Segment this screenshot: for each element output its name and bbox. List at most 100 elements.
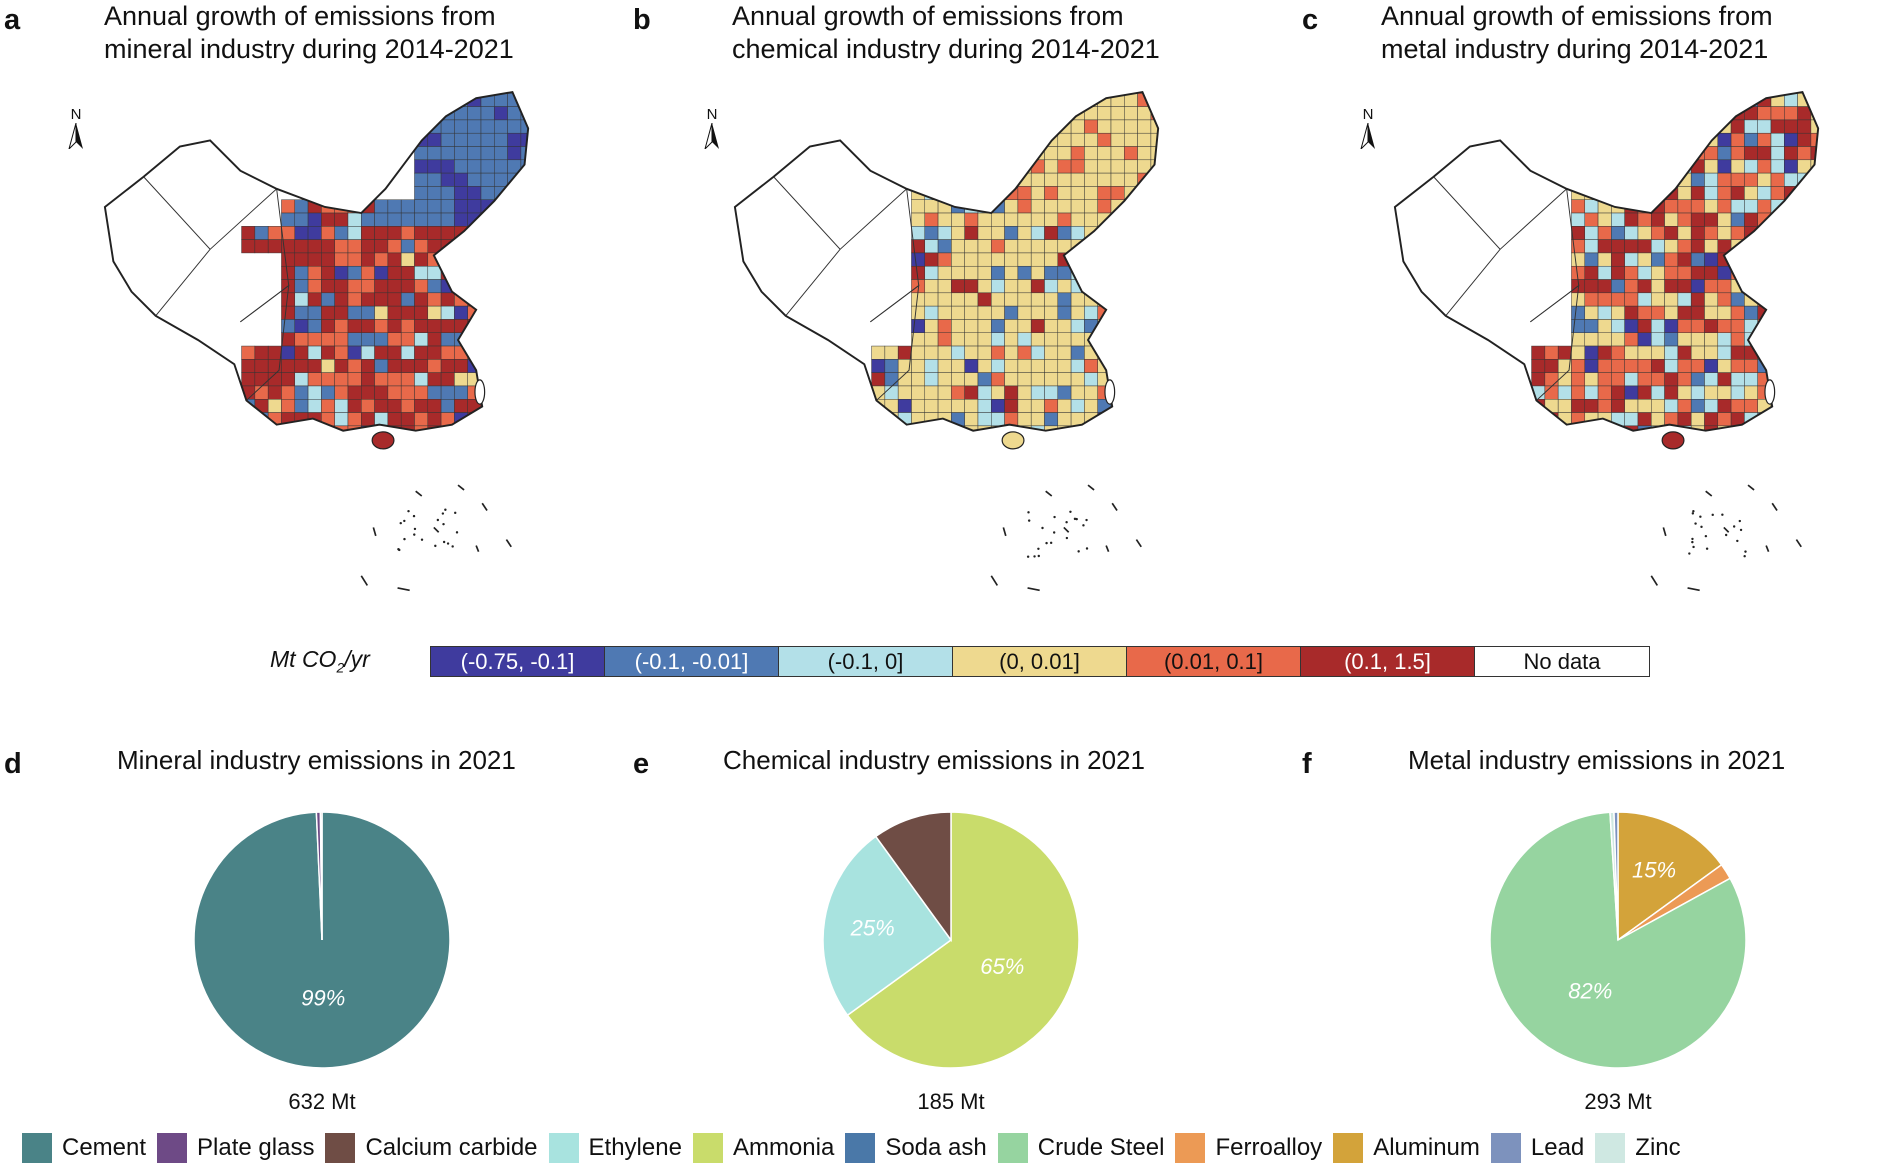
map-region xyxy=(294,319,309,333)
map-region xyxy=(1651,265,1665,280)
map-region xyxy=(480,172,495,187)
map-region xyxy=(951,252,965,267)
map-region xyxy=(1784,359,1798,373)
map-region xyxy=(454,159,468,174)
map-region xyxy=(1824,213,1837,226)
map-region xyxy=(1744,359,1758,373)
map-region xyxy=(480,359,495,373)
map-region xyxy=(347,345,362,360)
map-region xyxy=(440,186,455,200)
map-region xyxy=(1690,292,1705,307)
map-region xyxy=(991,345,1005,360)
map-region xyxy=(1824,266,1837,279)
map-region xyxy=(441,439,454,452)
map-region xyxy=(1137,332,1152,347)
map-region xyxy=(1164,399,1177,412)
map-region xyxy=(951,372,965,387)
map-region xyxy=(1057,399,1072,413)
map-region xyxy=(1784,159,1798,174)
map-region xyxy=(440,305,455,320)
map-region xyxy=(1044,159,1059,174)
map-region xyxy=(951,119,965,134)
map-region xyxy=(1810,265,1819,280)
map-region xyxy=(1097,92,1112,94)
map-region xyxy=(1597,332,1612,347)
map-region xyxy=(1717,372,1732,387)
map-region xyxy=(1744,399,1758,413)
unit-tail: /yr xyxy=(344,646,370,672)
panel-letter: b xyxy=(633,4,651,36)
island-dot xyxy=(442,522,445,526)
map-region xyxy=(911,399,926,413)
map-region xyxy=(1690,412,1705,427)
legend-swatch xyxy=(325,1133,356,1163)
nine-dash-line xyxy=(1795,539,1802,548)
map-region xyxy=(1004,172,1019,187)
map-region xyxy=(1651,93,1665,107)
map-region xyxy=(1097,345,1112,360)
map-region xyxy=(1597,305,1612,320)
map-region xyxy=(1717,199,1732,214)
map-region xyxy=(427,292,442,307)
map-region xyxy=(1004,319,1019,333)
map-region xyxy=(1597,172,1612,187)
map-region xyxy=(964,265,979,280)
map-region xyxy=(991,146,1005,161)
map-region xyxy=(1717,359,1732,373)
map-region xyxy=(1651,345,1665,360)
map-region xyxy=(334,292,349,307)
map-region xyxy=(400,332,415,347)
map-region xyxy=(1637,345,1652,360)
map-region xyxy=(1717,186,1732,200)
map-region xyxy=(1017,385,1032,400)
map-region xyxy=(1044,292,1059,307)
map-region xyxy=(1017,292,1032,307)
map-region xyxy=(1084,119,1098,134)
map-region xyxy=(1164,359,1177,372)
map-region xyxy=(1637,119,1652,134)
map-region xyxy=(1677,252,1692,267)
map-region xyxy=(1004,265,1019,280)
map-region xyxy=(507,172,522,187)
map-region xyxy=(1151,439,1164,452)
map-region xyxy=(321,239,335,254)
map-region xyxy=(1137,412,1152,427)
map-region xyxy=(281,425,296,431)
map-region xyxy=(347,226,362,240)
island-dot xyxy=(1736,539,1739,543)
map-region xyxy=(1784,92,1798,94)
map-region xyxy=(1584,146,1599,161)
map-region xyxy=(1664,106,1679,121)
map-region xyxy=(964,305,979,320)
map-region xyxy=(414,106,429,121)
map-region xyxy=(937,106,952,121)
nine-dash-line xyxy=(360,575,369,586)
map-region xyxy=(884,385,899,400)
map-region xyxy=(884,345,899,360)
map-region xyxy=(1057,332,1072,347)
map-region xyxy=(440,159,455,174)
map-region xyxy=(1664,279,1679,294)
map-region xyxy=(1004,159,1019,174)
map-region xyxy=(374,319,389,333)
map-region xyxy=(924,319,939,333)
map-region xyxy=(1004,345,1019,360)
legend-unit: Mt CO2/yr xyxy=(270,646,370,676)
map-region xyxy=(1784,345,1798,360)
map-region xyxy=(964,226,979,240)
map-region xyxy=(334,265,349,280)
map-region xyxy=(1744,305,1758,320)
map-region xyxy=(387,399,402,413)
map-region xyxy=(534,399,547,412)
map-region xyxy=(937,292,952,307)
map-region xyxy=(1044,359,1059,373)
island-dot xyxy=(1700,525,1703,529)
map-region xyxy=(494,439,507,452)
map-region xyxy=(334,252,349,267)
map-region xyxy=(1057,132,1072,147)
map-region xyxy=(1624,305,1639,320)
map-region xyxy=(1784,106,1798,121)
map-region xyxy=(1044,265,1059,280)
map-region xyxy=(1110,132,1125,147)
province-border xyxy=(870,284,920,401)
